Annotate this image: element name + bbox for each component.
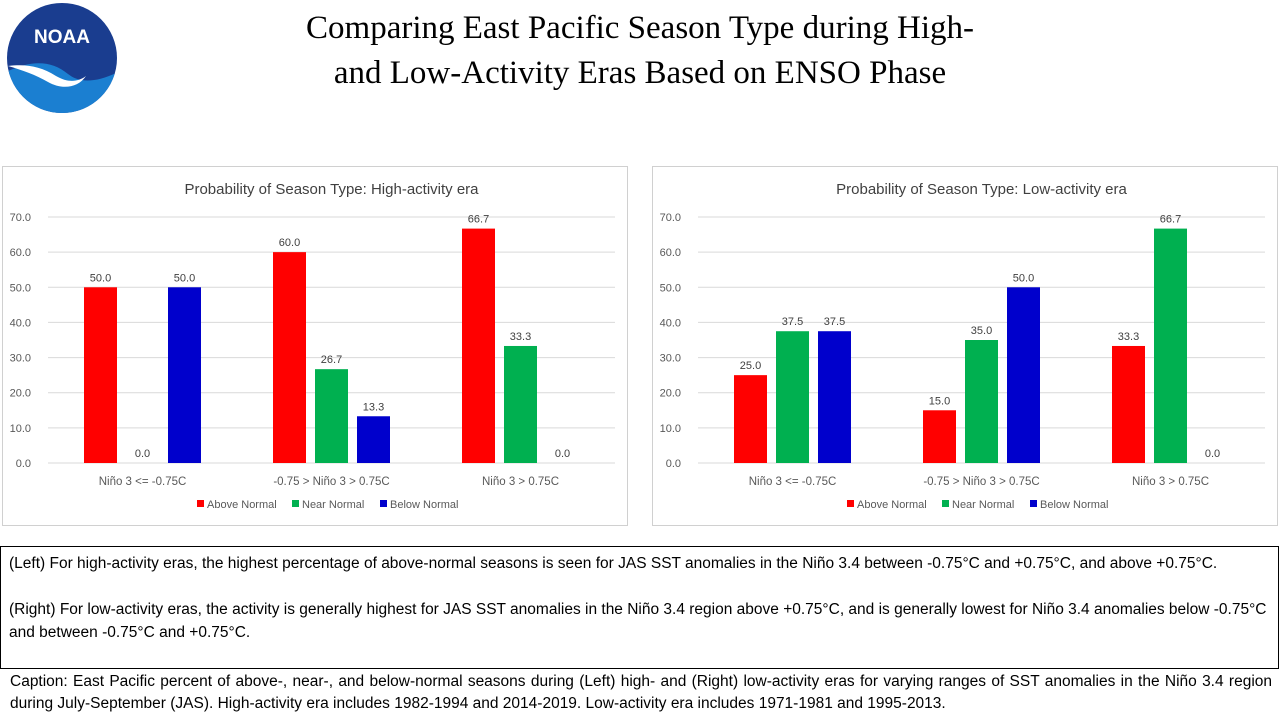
legend-swatch-below: [1030, 500, 1037, 507]
data-label: 0.0: [135, 448, 150, 460]
figure-caption: Caption: East Pacific percent of above-,…: [10, 673, 1272, 712]
legend-swatch-near: [942, 500, 949, 507]
bar-above-normal: [734, 375, 767, 463]
data-label: 60.0: [279, 237, 300, 249]
y-tick-label: 20.0: [10, 388, 31, 400]
legend-swatch-below: [380, 500, 387, 507]
data-label: 50.0: [1013, 272, 1034, 284]
data-label: 37.5: [782, 316, 803, 328]
data-label: 66.7: [468, 214, 489, 226]
x-category-label: Niño 3 > 0.75C: [482, 476, 559, 488]
y-tick-label: 20.0: [660, 388, 681, 400]
data-label: 25.0: [740, 360, 761, 372]
bar-near-normal: [1154, 228, 1187, 463]
bar-below-normal: [168, 287, 201, 463]
x-category-label: -0.75 > Niño 3 > 0.75C: [923, 476, 1039, 488]
y-tick-label: 60.0: [660, 247, 681, 259]
bar-below-normal: [818, 331, 851, 463]
legend-label: Below Normal: [390, 499, 458, 511]
data-label: 37.5: [824, 316, 845, 328]
title-line-1: Comparing East Pacific Season Type durin…: [306, 10, 974, 46]
y-tick-label: 30.0: [10, 353, 31, 365]
chart-title: Probability of Season Type: Low-activity…: [836, 181, 1127, 198]
y-tick-label: 70.0: [660, 212, 681, 224]
y-tick-label: 60.0: [10, 247, 31, 259]
data-label: 0.0: [1205, 448, 1220, 460]
chart-high-activity: Probability of Season Type: High-activit…: [2, 166, 628, 526]
bar-above-normal: [273, 252, 306, 463]
x-category-label: Niño 3 > 0.75C: [1132, 476, 1209, 488]
y-tick-label: 50.0: [660, 282, 681, 294]
bar-near-normal: [776, 331, 809, 463]
bar-above-normal: [1112, 345, 1145, 463]
bar-near-normal: [504, 345, 537, 463]
data-label: 13.3: [363, 401, 384, 413]
title-line-2: and Low-Activity Eras Based on ENSO Phas…: [333, 55, 947, 91]
data-label: 33.3: [510, 331, 531, 343]
data-label: 50.0: [90, 272, 111, 284]
x-category-label: -0.75 > Niño 3 > 0.75C: [273, 476, 389, 488]
data-label: 66.7: [1160, 214, 1181, 226]
legend-label: Below Normal: [1040, 499, 1108, 511]
page-title: Comparing East Pacific Season Type durin…: [200, 6, 1080, 96]
data-label: 26.7: [321, 354, 342, 366]
note-left: (Left) For high-activity eras, the highe…: [9, 555, 1218, 572]
bar-near-normal: [315, 369, 348, 463]
y-tick-label: 0.0: [16, 458, 31, 470]
noaa-logo-text: NOAA: [34, 27, 90, 48]
legend-swatch-above: [197, 500, 204, 507]
bar-above-normal: [923, 410, 956, 463]
explanation-notes: (Left) For high-activity eras, the highe…: [0, 546, 1279, 669]
legend-label: Near Normal: [302, 499, 364, 511]
chart-high-activity-svg: Probability of Season Type: High-activit…: [10, 181, 615, 511]
data-label: 0.0: [555, 448, 570, 460]
bar-above-normal: [462, 228, 495, 463]
y-tick-label: 30.0: [660, 353, 681, 365]
legend-swatch-above: [847, 500, 854, 507]
bar-below-normal: [1007, 287, 1040, 463]
noaa-logo: NOAA: [7, 3, 117, 113]
note-right: (Right) For low-activity eras, the activ…: [9, 601, 1267, 641]
bar-below-normal: [357, 416, 390, 463]
x-category-label: Niño 3 <= -0.75C: [749, 476, 837, 488]
legend-label: Near Normal: [952, 499, 1014, 511]
legend-swatch-near: [292, 500, 299, 507]
x-category-label: Niño 3 <= -0.75C: [99, 476, 187, 488]
chart-title: Probability of Season Type: High-activit…: [184, 181, 479, 198]
y-tick-label: 0.0: [666, 458, 681, 470]
legend-label: Above Normal: [207, 499, 277, 511]
legend-label: Above Normal: [857, 499, 927, 511]
y-tick-label: 40.0: [660, 317, 681, 329]
bar-near-normal: [965, 340, 998, 463]
y-tick-label: 40.0: [10, 317, 31, 329]
y-tick-label: 50.0: [10, 282, 31, 294]
data-label: 35.0: [971, 325, 992, 337]
bar-above-normal: [84, 287, 117, 463]
data-label: 50.0: [174, 272, 195, 284]
data-label: 15.0: [929, 395, 950, 407]
chart-low-activity-svg: Probability of Season Type: Low-activity…: [660, 181, 1265, 511]
data-label: 33.3: [1118, 331, 1139, 343]
y-tick-label: 10.0: [660, 423, 681, 435]
y-tick-label: 70.0: [10, 212, 31, 224]
y-tick-label: 10.0: [10, 423, 31, 435]
chart-low-activity: Probability of Season Type: Low-activity…: [652, 166, 1278, 526]
